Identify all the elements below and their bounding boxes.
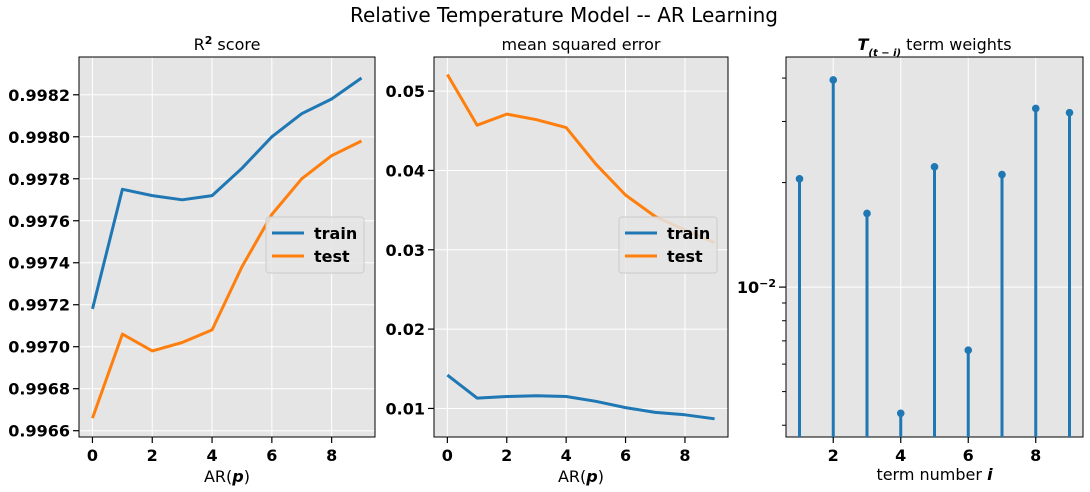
figure-title: Relative Temperature Model -- AR Learnin… — [350, 3, 778, 27]
x-tick-label: 8 — [1030, 446, 1041, 465]
r2-score-chart: 0 2 4 6 8 0.9966 0.9968 0.9970 0.9972 0.9974 0.997… — [8, 34, 376, 486]
x-tick-label: 2 — [828, 446, 839, 465]
stem-marker — [930, 163, 939, 171]
y-tick-label: 0.9970 — [8, 338, 70, 357]
x-tick-label: 6 — [266, 446, 277, 465]
x-tick-label: 2 — [147, 446, 158, 465]
y-tick-label: 0.02 — [386, 320, 425, 339]
plot-frame-1 — [433, 56, 729, 438]
x-tick-label: 0 — [442, 446, 453, 465]
x-axis-label-end: ) — [244, 467, 250, 486]
stem-marker — [863, 209, 871, 218]
stem-marker — [829, 76, 838, 84]
panel-title-rest: term weights — [901, 35, 1011, 54]
y-tick-label: 0.9966 — [8, 422, 70, 441]
panel-title: T(t − i) term weights — [857, 35, 1011, 59]
y-tick-label: 0.04 — [386, 161, 425, 180]
y-tick-label: 0.9978 — [8, 170, 70, 189]
term-weights-chart: 2 4 6 8 10−2 T(t − i) term weights term number… — [737, 35, 1084, 484]
x-tick-label: 8 — [679, 446, 690, 465]
mse-chart: 0 2 4 6 8 0.01 0.02 0.03 0.04 0.05 train test AR(p) m… — [386, 35, 729, 486]
series-line-train — [446, 373, 715, 421]
y-tick-label: 0.9980 — [8, 128, 70, 147]
x-axis-label-var: i — [987, 465, 993, 484]
x-axis-label-var: p — [585, 467, 597, 486]
x-axis-label-text: AR( — [558, 467, 586, 486]
x-axis-label: AR(p) — [204, 467, 250, 486]
legend: train test — [265, 216, 365, 274]
x-tick-label: 6 — [963, 446, 974, 465]
x-tick-label: 2 — [501, 446, 512, 465]
stem-marker — [1031, 104, 1040, 113]
x-tick-label: 6 — [620, 446, 631, 465]
x-axis-label: term number i — [876, 465, 993, 484]
stem-marker — [964, 346, 973, 354]
y-tick-label: 0.9972 — [8, 296, 70, 315]
legend-label-test: test — [667, 247, 703, 266]
panel-title-var: T — [857, 35, 869, 54]
x-axis-label: AR(p) — [558, 467, 604, 486]
y-tick-label: 0.05 — [386, 82, 425, 101]
x-axis-label-var: p — [231, 467, 243, 486]
x-tick-label: 0 — [87, 446, 98, 465]
series-line-test — [91, 139, 363, 419]
y-tick-label: 10−2 — [737, 277, 776, 298]
legend-label-test: test — [314, 247, 350, 266]
panel-title-rest: score — [212, 35, 260, 54]
panel-title-sub: (t − i) — [868, 48, 901, 59]
x-axis-label-text: term number — [876, 465, 987, 484]
y-tick-label: 0.9982 — [8, 86, 70, 105]
x-tick-label: 4 — [561, 446, 572, 465]
legend-label-train: train — [667, 224, 710, 243]
series-line-train — [91, 76, 363, 310]
y-tick-label: 0.9974 — [8, 254, 70, 273]
y-tick-label-exp: −2 — [759, 277, 776, 290]
y-tick-label-base: 10 — [737, 278, 759, 297]
stem-marker — [896, 409, 905, 418]
y-tick-label: 0.9968 — [8, 380, 70, 399]
stem-marker — [795, 175, 804, 183]
panel-title-sup: 2 — [205, 34, 213, 47]
panel-title: mean squared error — [502, 35, 661, 54]
stem-marker — [1065, 108, 1074, 117]
plot-frame-0 — [78, 56, 376, 438]
x-tick-label: 8 — [326, 446, 337, 465]
x-tick-label: 4 — [895, 446, 906, 465]
x-tick-label: 4 — [206, 446, 217, 465]
y-tick-label: 0.03 — [386, 241, 425, 260]
legend-label-train: train — [314, 224, 357, 243]
stem-marker — [998, 170, 1006, 179]
legend-box — [265, 216, 365, 274]
legend: train test — [618, 216, 718, 274]
x-axis-label-text: AR( — [204, 467, 232, 486]
panel-title-main: R — [194, 35, 205, 54]
y-tick-label: 0.01 — [386, 399, 425, 418]
x-axis-label-end: ) — [598, 467, 604, 486]
y-tick-label: 0.9976 — [8, 212, 70, 231]
panel-title: R2 score — [194, 34, 261, 55]
legend-box — [618, 216, 718, 274]
